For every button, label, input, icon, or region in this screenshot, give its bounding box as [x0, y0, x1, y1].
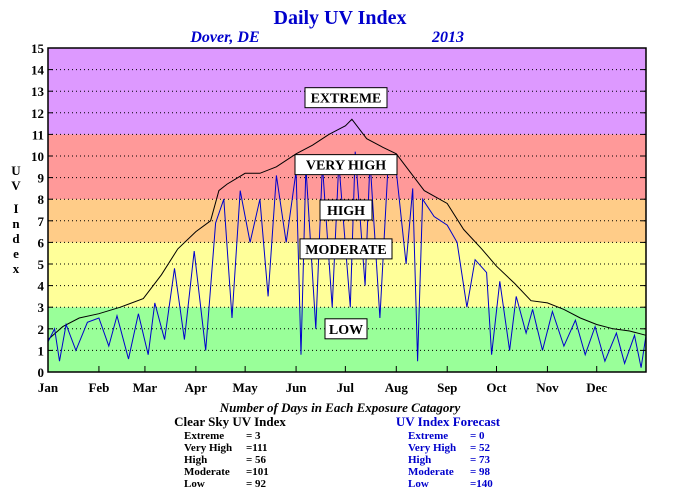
- stats-row-label: Low: [184, 478, 205, 490]
- y-tick-label: 4: [38, 279, 45, 294]
- x-tick-label: Sep: [437, 380, 457, 395]
- forecast-stats: UV Index Forecast Extreme = 0 Very High = 5…: [396, 414, 501, 490]
- stats-row-label: Very High: [408, 442, 456, 454]
- forecast-line: [47, 151, 647, 368]
- stats-row-label: Extreme: [184, 430, 224, 442]
- y-tick-label: 0: [38, 365, 45, 380]
- stats-row-value: =101: [246, 466, 269, 478]
- clear-sky-heading: Clear Sky UV Index: [174, 414, 286, 429]
- chart-title: Daily UV Index: [274, 7, 407, 29]
- stats-row-value: = 0: [470, 430, 485, 442]
- plot-frame: [47, 47, 647, 373]
- stats-row-value: = 92: [246, 478, 267, 490]
- y-axis-label-letter: d: [12, 231, 20, 246]
- x-tick-label: Nov: [536, 380, 559, 395]
- y-tick-label: 3: [38, 300, 45, 315]
- y-axis-label-letter: I: [13, 201, 18, 216]
- band-label: EXTREME: [311, 92, 382, 107]
- band-label: HIGH: [327, 204, 365, 219]
- band-label-box: [319, 199, 373, 221]
- x-tick-label: Jan: [38, 380, 59, 395]
- band-low: [48, 307, 646, 372]
- clear-sky-line: [47, 118, 647, 340]
- stats-row-value: =111: [246, 442, 268, 454]
- stats-row-value: = 98: [470, 466, 491, 478]
- band-label: VERY HIGH: [306, 159, 386, 174]
- stats-row-label: High: [184, 454, 207, 466]
- x-axis-ticks: Jan Feb Mar Apr May Jun Jul Aug Sep Oct Nov Dec: [38, 366, 607, 395]
- y-axis-label-letter: x: [13, 261, 20, 276]
- stats-row-label: Moderate: [184, 466, 230, 478]
- clear-sky-stats: Clear Sky UV Index Extreme = 3 Very High =1…: [174, 414, 286, 490]
- band-label-box: [299, 238, 393, 260]
- x-tick-label: May: [233, 380, 259, 395]
- series-lines: [47, 118, 647, 368]
- y-tick-label: 2: [38, 322, 45, 337]
- y-axis-label-letter: n: [12, 216, 20, 231]
- y-tick-label: 11: [32, 127, 44, 142]
- chart-year: 2013: [431, 29, 464, 46]
- stats-row-value: = 73: [470, 454, 491, 466]
- band-label-box: [304, 87, 388, 109]
- y-tick-label: 1: [38, 343, 45, 358]
- x-tick-label: Feb: [88, 380, 109, 395]
- y-axis-label-letter: V: [11, 178, 21, 193]
- stats-row-value: =140: [470, 478, 493, 490]
- stats-row-value: = 52: [470, 442, 491, 454]
- stats-row-label: Very High: [184, 442, 232, 454]
- x-tick-label: Jul: [337, 380, 355, 395]
- x-tick-label: Aug: [385, 380, 409, 395]
- y-tick-label: 7: [38, 214, 45, 229]
- x-tick-label: Apr: [185, 380, 208, 395]
- forecast-heading: UV Index Forecast: [396, 414, 501, 429]
- x-tick-label: Jun: [286, 380, 308, 395]
- band-label: MODERATE: [305, 243, 386, 258]
- y-tick-label: 15: [31, 41, 45, 56]
- band-label-box: [294, 154, 398, 176]
- chart-location: Dover, DE: [189, 29, 259, 46]
- stats-row-value: = 56: [246, 454, 267, 466]
- y-tick-label: 13: [31, 84, 45, 99]
- stats-row-value: = 3: [246, 430, 261, 442]
- y-tick-label: 14: [31, 63, 45, 78]
- y-tick-label: 10: [31, 149, 44, 164]
- y-axis-label-letter: U: [11, 163, 21, 178]
- y-tick-label: 12: [31, 106, 44, 121]
- band-label-box: [324, 318, 368, 340]
- stats-caption: Number of Days in Each Exposure Catagory: [219, 400, 461, 415]
- stats-row-label: High: [408, 454, 431, 466]
- y-axis-label-letter: e: [13, 246, 19, 261]
- y-tick-label: 9: [38, 171, 45, 186]
- stats-row-label: Extreme: [408, 430, 448, 442]
- x-tick-label: Dec: [586, 380, 607, 395]
- y-tick-label: 6: [38, 235, 45, 250]
- stats-row-label: Moderate: [408, 466, 454, 478]
- x-tick-label: Mar: [133, 380, 158, 395]
- band-labels: LOW MODERATE HIGH VERY HIGH EXTREME: [294, 87, 398, 340]
- y-tick-label: 8: [38, 192, 45, 207]
- y-tick-label: 5: [38, 257, 45, 272]
- stats-row-label: Low: [408, 478, 429, 490]
- band-label: LOW: [329, 323, 363, 338]
- x-tick-label: Oct: [486, 380, 507, 395]
